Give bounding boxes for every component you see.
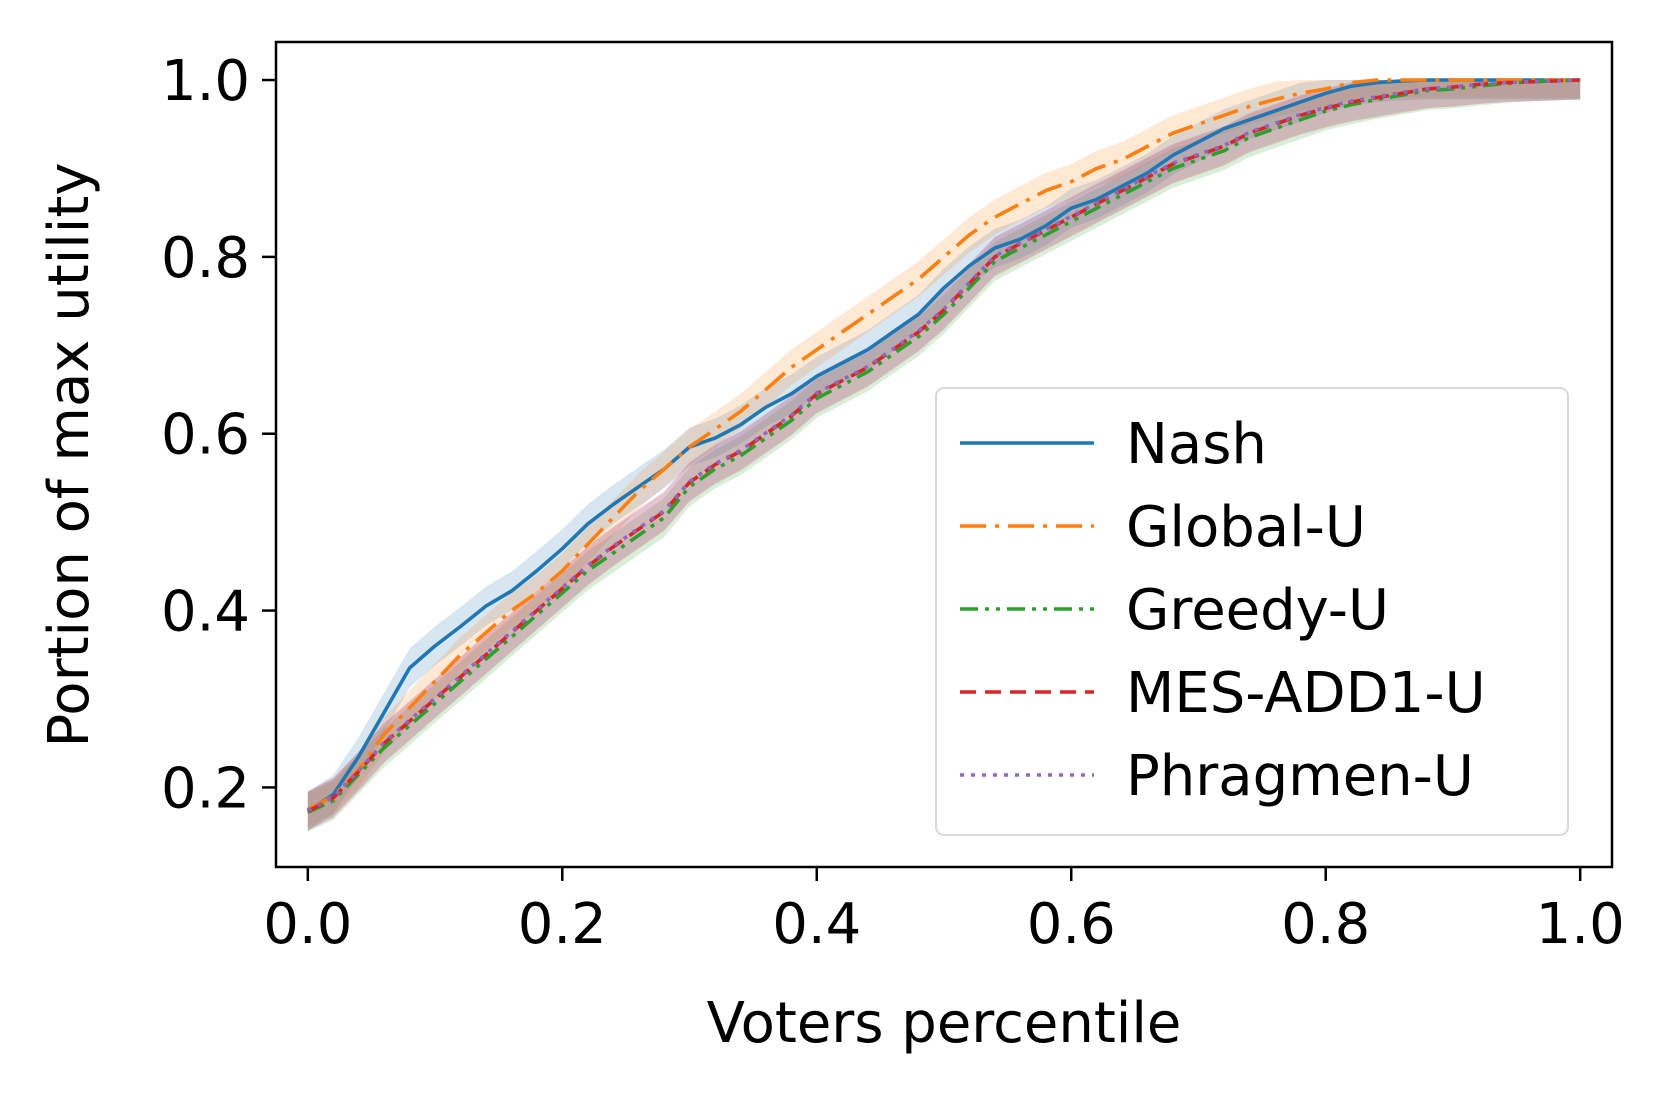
series-line-greedy-u xyxy=(307,78,1581,814)
x-tick-label: 1.0 xyxy=(1536,892,1625,957)
series-line-phragmen-u xyxy=(306,78,1581,812)
y-axis-label: Portion of max utility xyxy=(37,163,102,748)
legend: Nash Global-U Greedy-U MES-ADD1-U Phragmen-U xyxy=(935,387,1569,836)
x-tick-label: 0.2 xyxy=(518,892,607,957)
series-line-mes-add1-u xyxy=(306,78,1581,813)
x-tick-label: 0.4 xyxy=(772,892,861,957)
x-axis-ticks: 0.0 0.2 0.4 0.6 0.8 1.0 xyxy=(263,867,1625,957)
y-axis-ticks: 0.2 0.4 0.6 0.8 1.0 xyxy=(161,49,276,821)
y-tick-label: 0.2 xyxy=(161,756,250,821)
legend-label-nash: Nash xyxy=(1126,412,1267,477)
legend-label-greedy-u: Greedy-U xyxy=(1126,578,1389,643)
x-tick-label: 0.0 xyxy=(263,892,352,957)
y-tick-label: 0.8 xyxy=(161,226,250,291)
x-tick-label: 0.6 xyxy=(1027,892,1116,957)
legend-label-mes-add1-u: MES-ADD1-U xyxy=(1126,661,1486,726)
legend-label-global-u: Global-U xyxy=(1126,495,1366,560)
axes-frame xyxy=(274,40,1614,869)
legend-box xyxy=(935,387,1569,836)
y-tick-label: 1.0 xyxy=(161,49,250,114)
series-line-nash xyxy=(306,78,1581,813)
series-lines xyxy=(306,78,1581,814)
x-tick-label: 0.8 xyxy=(1281,892,1370,957)
legend-label-phragmen-u: Phragmen-U xyxy=(1126,744,1474,809)
x-axis-label: Voters percentile xyxy=(707,991,1182,1056)
y-tick-label: 0.4 xyxy=(161,580,250,645)
series-line-global-u xyxy=(306,78,1581,812)
y-tick-label: 0.6 xyxy=(161,403,250,468)
